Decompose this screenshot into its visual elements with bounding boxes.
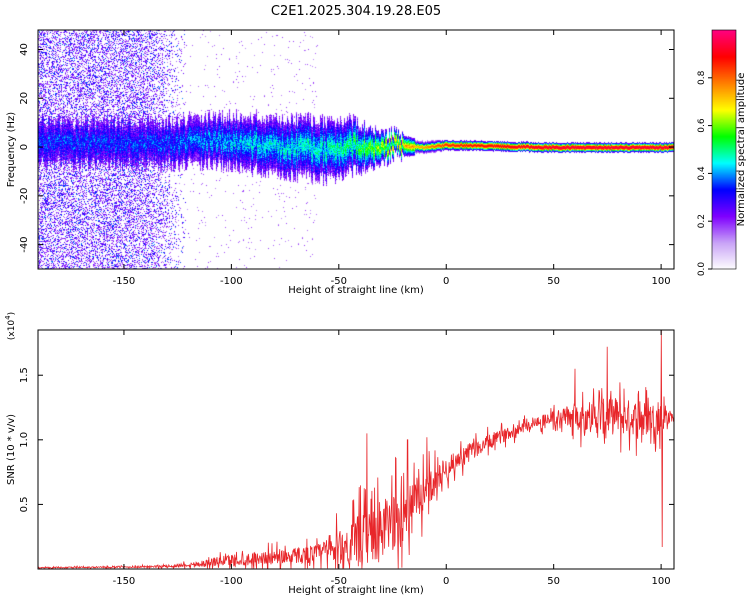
snr-y-axis-label: SNR (10 * v/v) xyxy=(6,414,17,485)
spectrogram-y-tick-label: 0 xyxy=(19,144,30,150)
colorbar-tick-label: 0.8 xyxy=(697,70,707,85)
snr-ticks: -150 -100 -50 0 50 100 0.5 1.0 1.5 xyxy=(19,330,674,587)
snr-x-axis-label: Height of straight line (km) xyxy=(288,585,424,596)
colorbar-tick-label: 0.2 xyxy=(697,214,707,228)
snr-panel: -150 -100 -50 0 50 100 0.5 1.0 1.5 Height of str… xyxy=(4,312,675,596)
spectrogram-x-tick-label: 100 xyxy=(652,276,671,287)
colorbar-ticks: 0.0 0.2 0.4 0.6 0.8 xyxy=(697,70,712,276)
snr-frame xyxy=(37,329,675,570)
spectrogram-x-tick-label: -100 xyxy=(220,276,243,287)
spectrogram-y-tick-label: 20 xyxy=(19,92,30,105)
colorbar-gradient xyxy=(712,30,736,269)
snr-x-tick-label: 0 xyxy=(443,576,449,587)
spectrogram-x-tick-label: -50 xyxy=(331,276,347,287)
spectrogram-x-tick-label: -150 xyxy=(113,276,136,287)
colorbar-tick-label: 0.6 xyxy=(697,118,707,133)
snr-x-tick-label: -50 xyxy=(331,576,347,587)
spectrogram-heatmap xyxy=(38,30,674,269)
spectrogram-y-axis-label: Frequency (Hz) xyxy=(6,112,17,188)
snr-x-tick-label: -150 xyxy=(113,576,136,587)
snr-scale-exponent: 4 xyxy=(4,315,12,320)
snr-scale-label: (x104) xyxy=(4,312,17,340)
snr-scale-suffix: ) xyxy=(7,312,17,316)
snr-x-tick-label: -100 xyxy=(220,576,243,587)
spectrogram-x-axis-label: Height of straight line (km) xyxy=(288,285,424,296)
spectrogram-panel: -150 -100 -50 0 50 100 -40 -20 0 20 40 Height of s… xyxy=(6,29,675,296)
snr-x-tick-label: 50 xyxy=(547,576,560,587)
colorbar: 0.0 0.2 0.4 0.6 0.8 Normalized spectral ampl… xyxy=(697,29,747,276)
spectrogram-y-tick-label: 40 xyxy=(19,43,30,56)
figure-title: C2E1.2025.304.19.28.E05 xyxy=(271,4,441,19)
spectrogram-frame xyxy=(37,29,675,270)
snr-y-tick-label: 0.5 xyxy=(19,496,30,512)
spectrogram-y-tick-label: -40 xyxy=(19,236,30,252)
colorbar-tick-label: 0.4 xyxy=(697,166,707,181)
snr-scale-prefix: (x10 xyxy=(7,320,17,341)
spectrogram-x-tick-label: 0 xyxy=(443,276,449,287)
colorbar-label: Normalized spectral amplitude xyxy=(736,73,747,227)
spectrogram-y-tick-label: -20 xyxy=(19,188,30,204)
colorbar-tick-label: 0.0 xyxy=(697,262,707,277)
colorbar-frame xyxy=(711,29,737,270)
spectrogram-x-tick-label: 50 xyxy=(547,276,560,287)
snr-y-tick-label: 1.5 xyxy=(19,367,30,383)
snr-y-tick-label: 1.0 xyxy=(19,432,30,448)
snr-series-line xyxy=(38,329,675,570)
spectrogram-ticks: -150 -100 -50 0 50 100 -40 -20 0 20 40 xyxy=(19,30,674,287)
snr-x-tick-label: 100 xyxy=(652,576,671,587)
